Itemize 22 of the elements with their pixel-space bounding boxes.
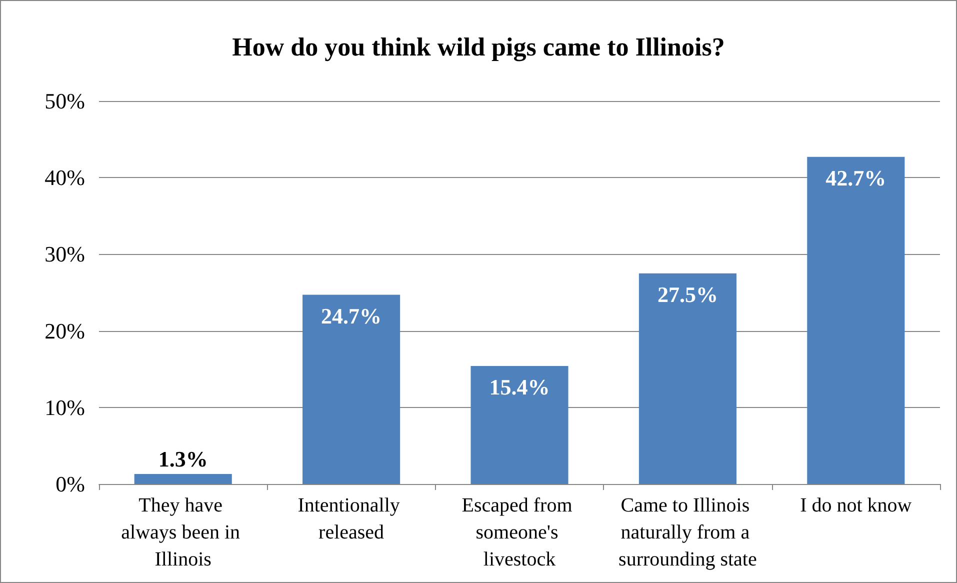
chart-title: How do you think wild pigs came to Illinois? (232, 32, 725, 62)
data-label: 24.7% (321, 303, 382, 328)
bar (134, 474, 232, 484)
bar (638, 273, 736, 484)
x-tick-label: Escaped from someone's livestock (462, 494, 578, 570)
bar (807, 156, 905, 484)
y-tick-label: 50% (44, 88, 85, 114)
x-tick-label: They have always been in Illinois (121, 494, 246, 570)
y-tick-label: 20% (44, 318, 85, 344)
y-tick-label: 0% (56, 472, 85, 496)
data-label: 27.5% (657, 282, 718, 307)
data-label: 15.4% (489, 374, 550, 400)
x-tick-label: I do not know (800, 494, 912, 516)
data-label: 42.7% (826, 165, 886, 190)
x-tick-label: Came to Illinois naturally from a surrounding state (618, 494, 757, 570)
y-tick-label: 10% (44, 394, 85, 420)
x-tick-label: Intentionally released (298, 494, 405, 544)
bar (302, 294, 400, 484)
data-label: 1.3% (158, 446, 208, 472)
bar (470, 366, 568, 484)
y-tick-label: 40% (44, 165, 85, 190)
y-tick-label: 30% (44, 242, 85, 267)
